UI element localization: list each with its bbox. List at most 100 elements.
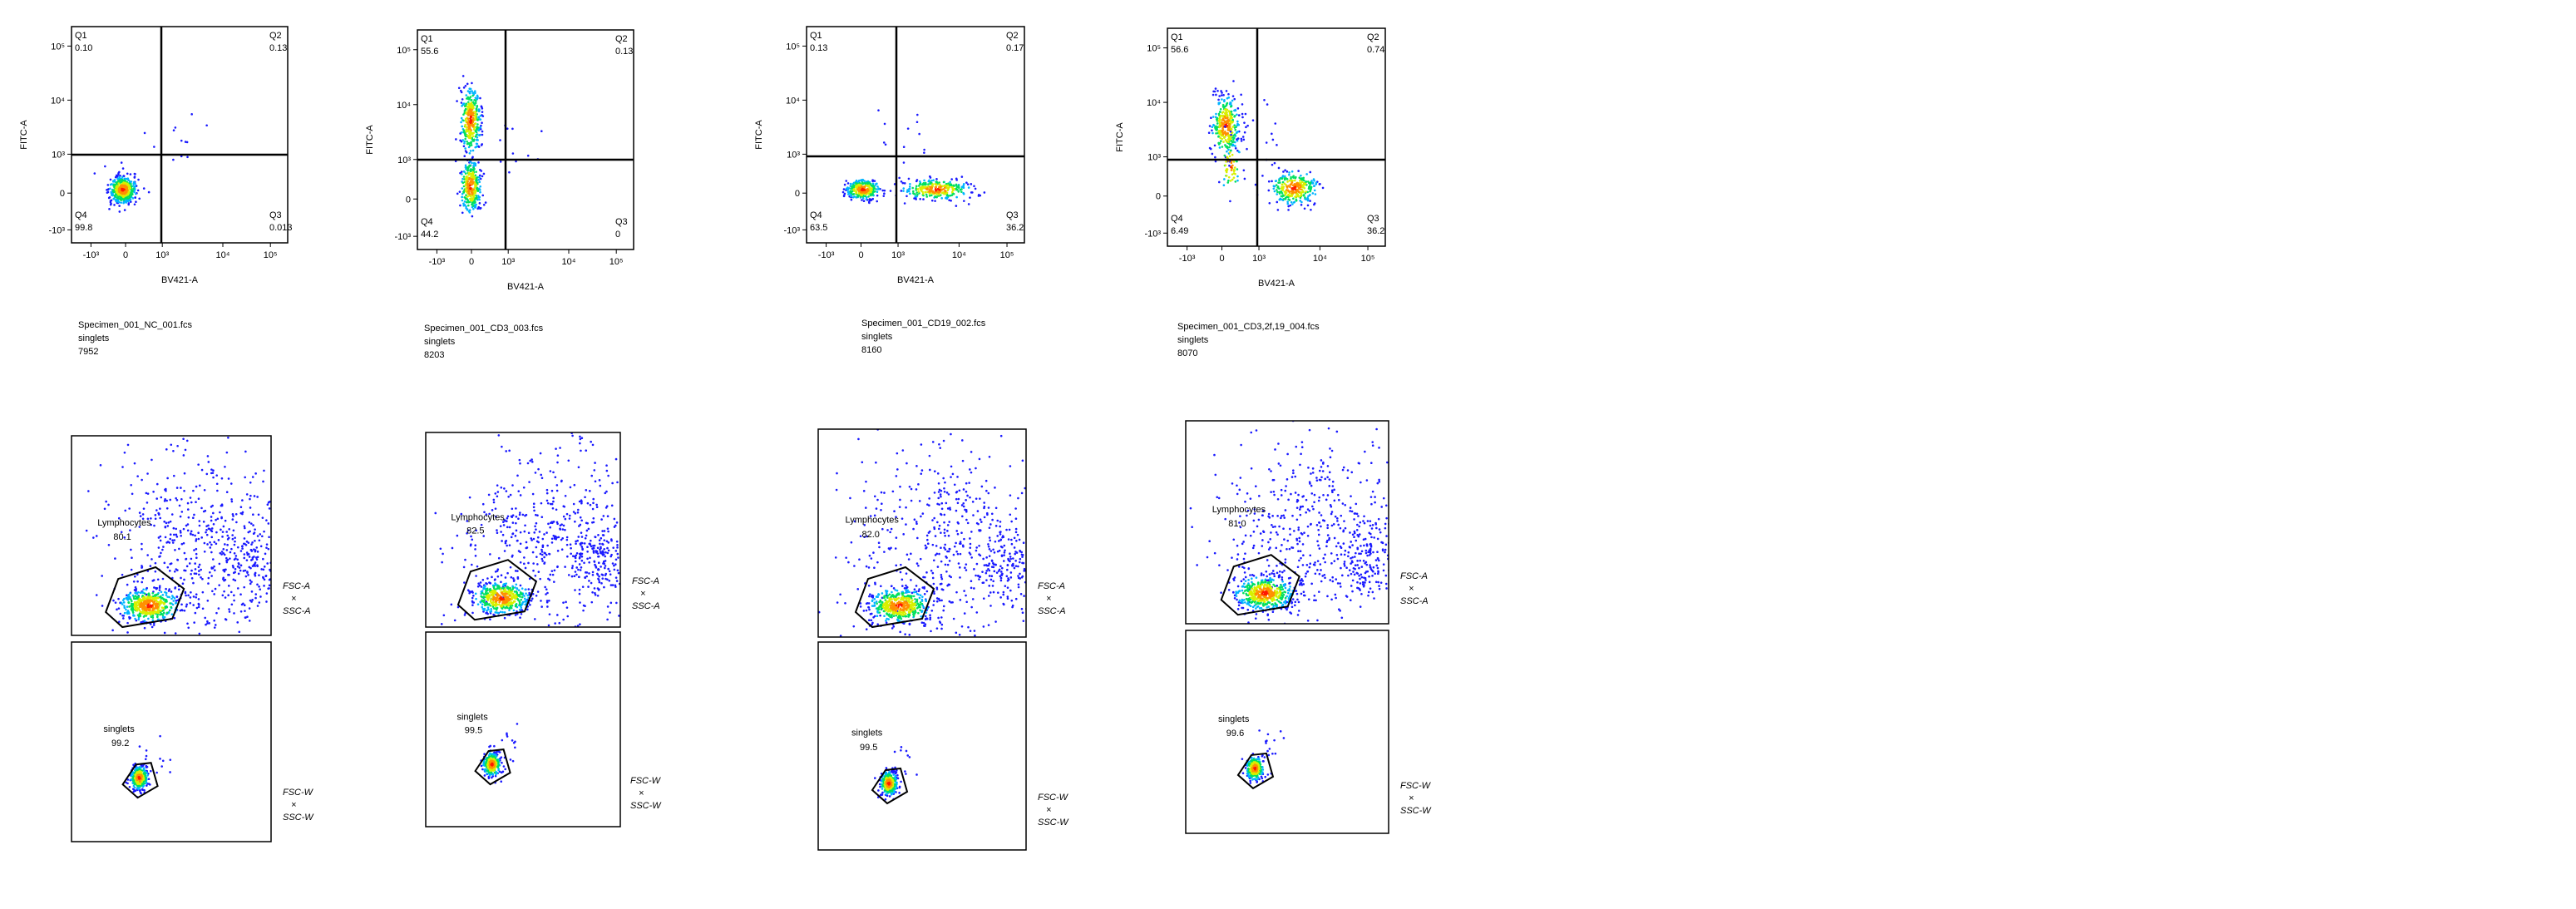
event-dot — [131, 773, 134, 776]
event-dot — [214, 569, 216, 571]
event-dot — [551, 490, 554, 492]
event-dot — [590, 540, 592, 542]
event-dot — [272, 509, 274, 511]
event-dot — [540, 553, 542, 556]
event-dot — [159, 586, 161, 589]
event-dot — [883, 192, 886, 195]
event-dot — [148, 191, 151, 194]
population: singlets — [424, 337, 456, 347]
event-dot — [927, 183, 930, 185]
event-dot — [215, 474, 218, 477]
x-tick-label: 10⁵ — [609, 257, 624, 267]
event-dot — [240, 648, 243, 650]
event-dot — [94, 172, 96, 175]
event-dot — [243, 557, 245, 560]
event-dot — [616, 541, 619, 543]
event-dot — [515, 535, 517, 537]
event-dot — [248, 566, 250, 569]
event-dot — [863, 200, 866, 202]
event-dot — [313, 592, 316, 595]
event-dot — [101, 605, 104, 607]
event-dot — [461, 196, 463, 199]
event-dot — [491, 576, 493, 579]
event-dot — [190, 591, 192, 594]
event-dot — [486, 602, 488, 605]
event-dot — [254, 531, 256, 534]
event-dot — [969, 196, 971, 199]
event-dot — [584, 605, 586, 607]
event-dot — [209, 546, 211, 549]
event-dot — [472, 601, 475, 604]
event-dot — [549, 613, 551, 615]
event-dot — [555, 508, 558, 511]
event-dot — [604, 492, 606, 495]
event-dot — [195, 553, 198, 556]
event-dot — [175, 126, 177, 129]
event-dot — [950, 178, 953, 180]
event-dot — [908, 178, 910, 180]
event-dot — [621, 586, 624, 589]
event-dot — [268, 548, 270, 551]
event-dot — [575, 566, 578, 569]
event-dot — [904, 633, 906, 635]
density-cloud — [94, 161, 151, 212]
event-dot — [208, 577, 210, 580]
event-dot — [472, 208, 475, 210]
event-dot — [471, 597, 474, 600]
event-dot — [178, 548, 180, 551]
event-dot — [603, 515, 605, 517]
event-dot — [957, 420, 960, 422]
event-dot — [170, 590, 173, 593]
event-dot — [213, 620, 215, 622]
event-dot — [155, 517, 157, 520]
event-dot — [441, 561, 443, 564]
event-dot — [279, 567, 281, 570]
event-dot — [884, 123, 886, 126]
event-dot — [486, 577, 489, 580]
event-dot — [153, 686, 155, 689]
event-dot — [517, 577, 520, 580]
event-dot — [909, 193, 911, 195]
event-dot — [483, 173, 486, 175]
event-dot — [601, 530, 604, 532]
event-dot — [536, 514, 539, 516]
event-dot — [151, 619, 154, 621]
event-dot — [560, 481, 563, 483]
event-dot — [867, 195, 870, 198]
event-dot — [1029, 447, 1031, 449]
event-dot — [139, 427, 141, 429]
event-dot — [605, 464, 608, 467]
event-dot — [850, 183, 852, 185]
event-dot — [579, 623, 581, 625]
event-dot — [123, 598, 126, 600]
event-dot — [502, 585, 505, 587]
event-dot — [525, 592, 527, 595]
event-dot — [530, 539, 533, 541]
event-dot — [1022, 460, 1024, 462]
event-dot — [116, 178, 119, 180]
event-dot — [1085, 444, 1088, 447]
event-dot — [489, 591, 491, 594]
event-dot — [593, 521, 595, 524]
event-dot — [117, 598, 120, 600]
event-dot — [565, 518, 567, 521]
event-dot — [603, 561, 605, 563]
event-dot — [540, 549, 543, 551]
population: singlets — [78, 333, 110, 343]
event-dot — [528, 645, 530, 648]
event-dot — [464, 138, 466, 141]
event-dot — [624, 545, 626, 547]
event-dot — [461, 117, 463, 120]
event-dot — [923, 151, 925, 154]
event-dot — [600, 582, 603, 585]
event-dot — [547, 502, 550, 505]
event-dot — [616, 482, 619, 484]
event-dot — [132, 788, 135, 790]
event-dot — [576, 552, 579, 555]
event-dot — [466, 180, 469, 183]
event-dot — [545, 427, 548, 430]
event-dot — [189, 602, 191, 605]
event-dot — [183, 454, 185, 457]
event-dot — [190, 533, 192, 536]
event-dot — [575, 574, 578, 576]
